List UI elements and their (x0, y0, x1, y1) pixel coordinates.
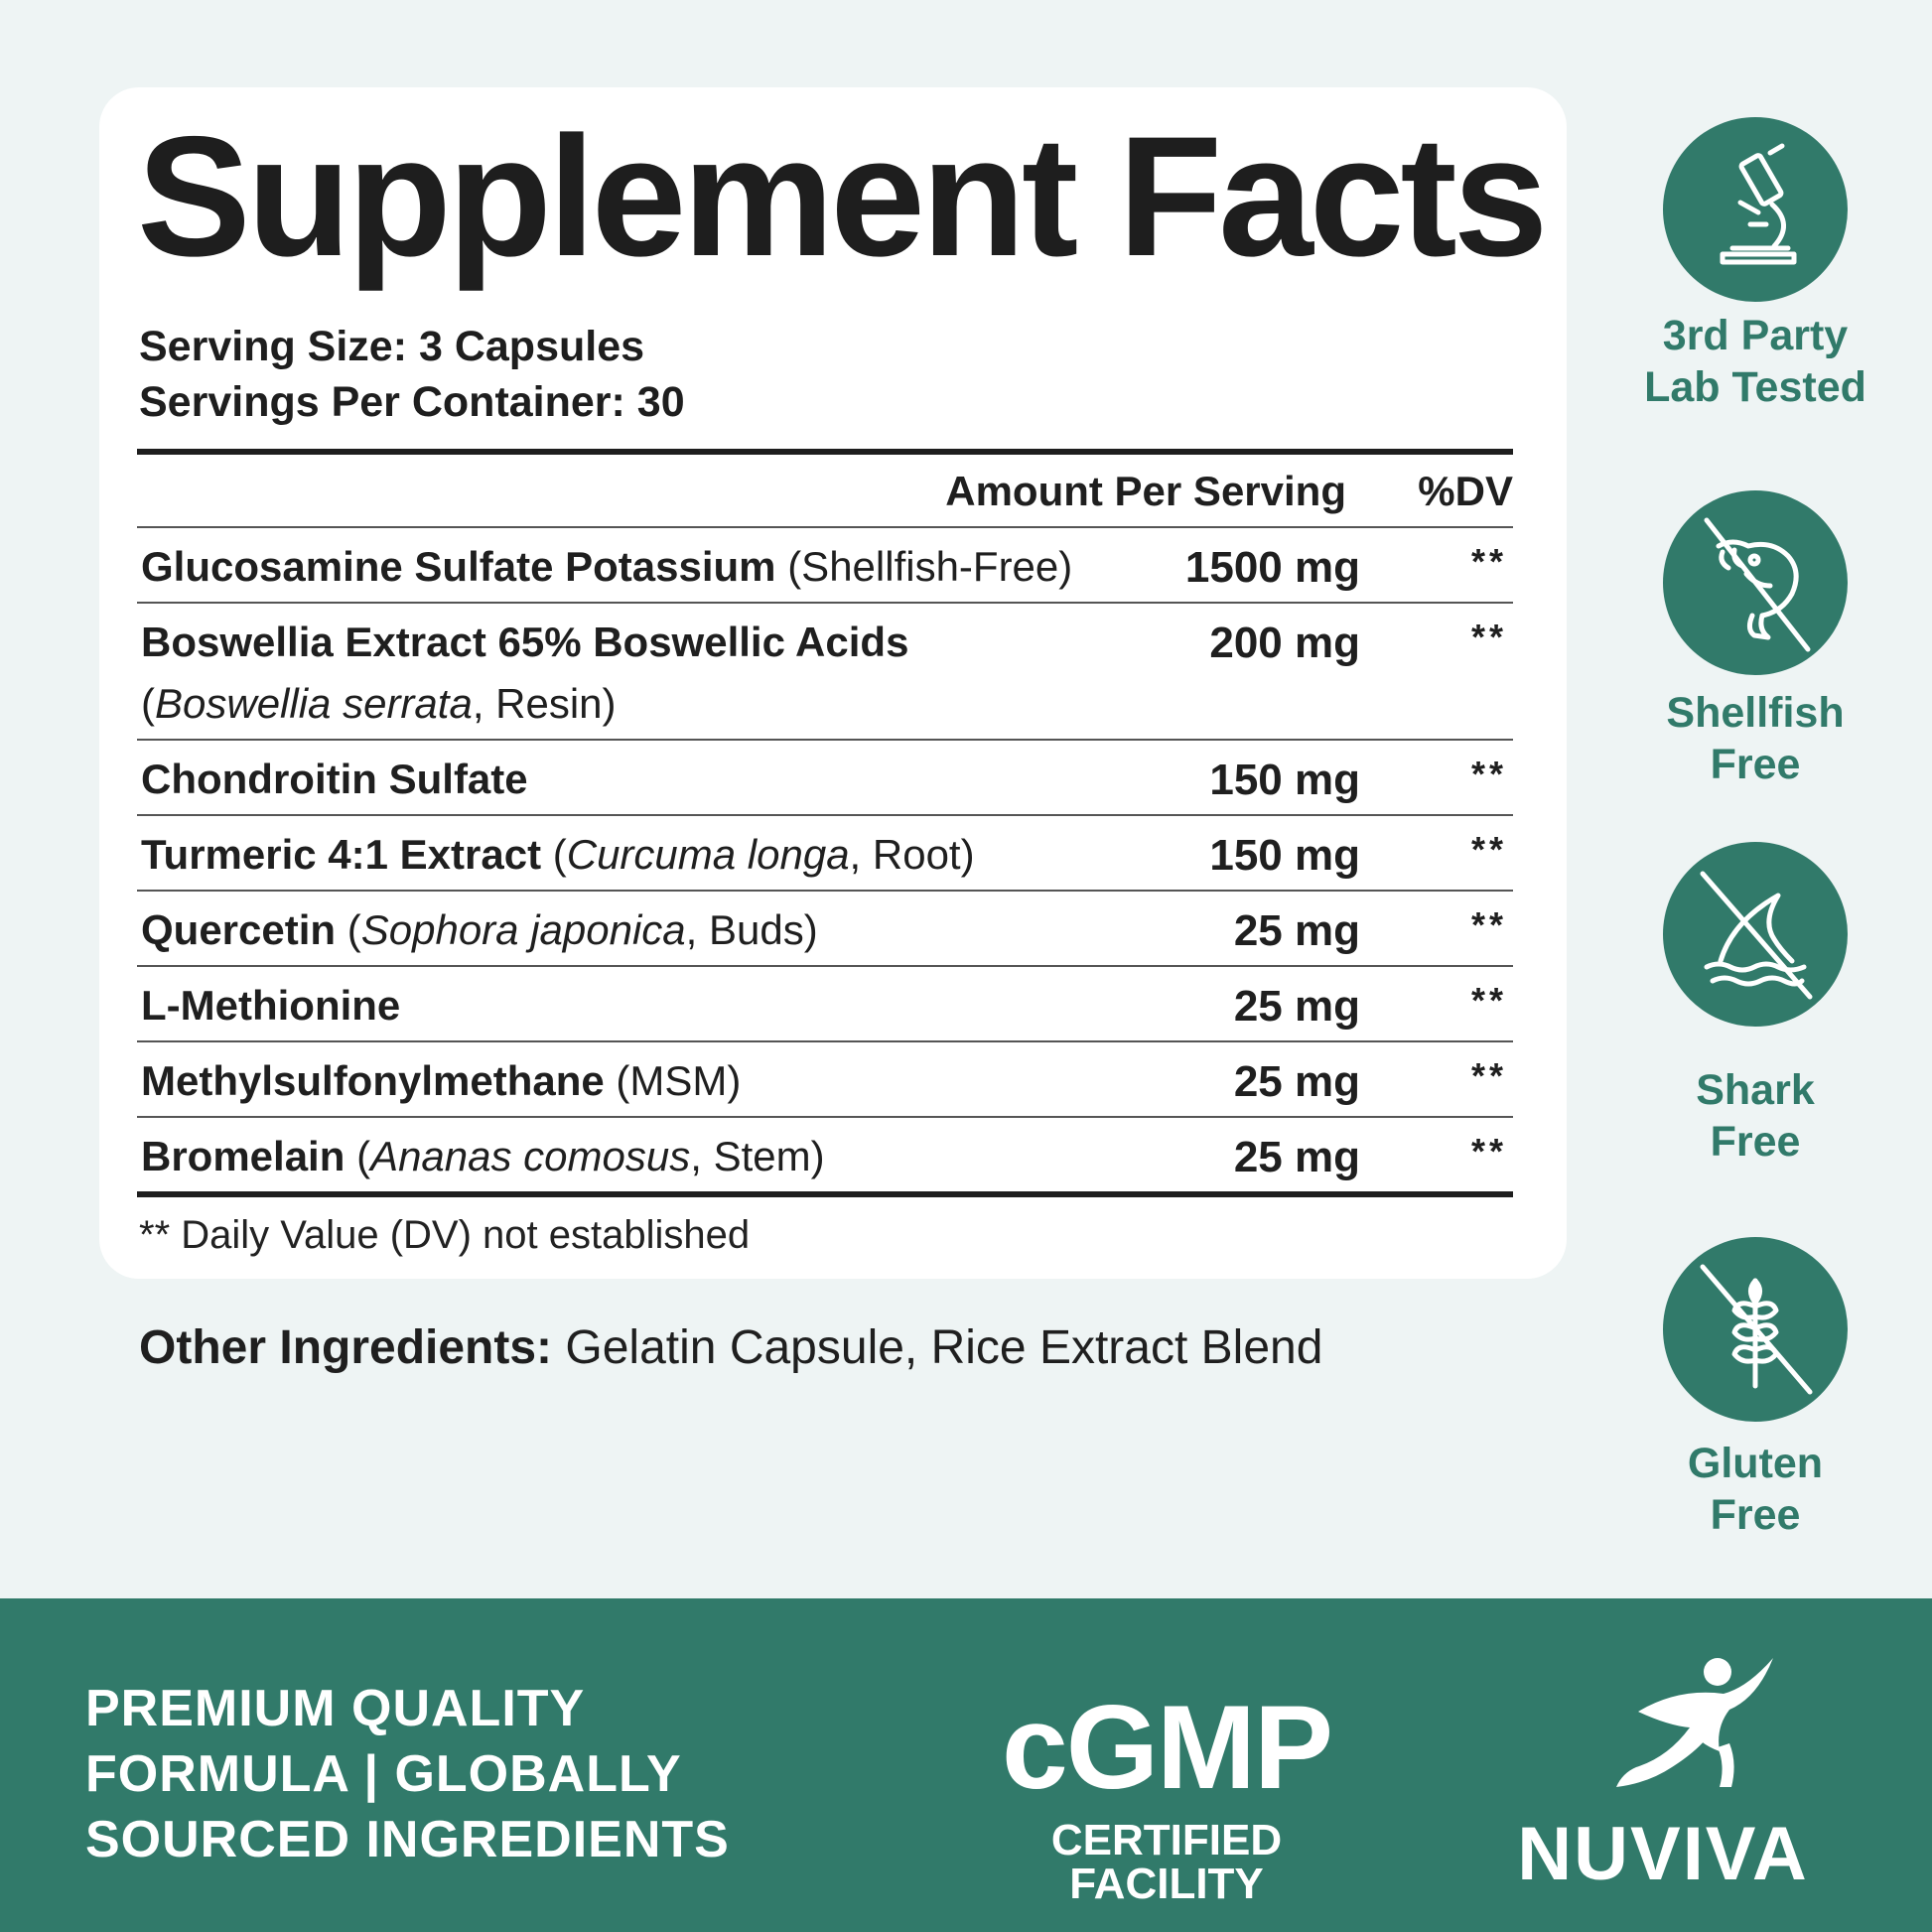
other-ingredients: Other Ingredients: Gelatin Capsule, Rice… (139, 1321, 1323, 1374)
badge-label-gluten-free: Gluten Free (1687, 1440, 1824, 1539)
badge-label-lab-tested: 3rd Party Lab Tested (1644, 312, 1866, 411)
ingredient-amount: 1500 mg (1184, 543, 1360, 592)
ingredient-name: Quercetin (Sophora japonica, Buds) (141, 906, 818, 953)
ingredient-dv: ** (1470, 617, 1507, 657)
table-header: Amount Per Serving %DV (137, 455, 1513, 528)
no-shellfish-icon (1663, 490, 1848, 675)
servings-per-container: Servings Per Container: 30 (139, 378, 685, 426)
table-row: Glucosamine Sulfate Potassium (Shellfish… (137, 528, 1513, 604)
no-gluten-icon (1663, 1237, 1848, 1422)
cgmp-subtitle: CERTIFIED FACILITY (1050, 1816, 1283, 1908)
ingredient-name: Methylsulfonylmethane (MSM) (141, 1057, 742, 1104)
ingredient-amount: 150 mg (1209, 831, 1360, 880)
ingredient-amount: 200 mg (1209, 619, 1360, 667)
ingredient-dv: ** (1470, 980, 1507, 1021)
ingredient-name: Boswellia Extract 65% Boswellic Acids (141, 619, 909, 665)
badge-label-shellfish-free: Shellfish Free (1666, 689, 1845, 788)
quality-tagline: PREMIUM QUALITY FORMULA | GLOBALLY SOURC… (85, 1680, 730, 1868)
table-row: L-Methionine 25 mg ** (137, 967, 1513, 1042)
facts-panel (99, 87, 1567, 1279)
table-row: Quercetin (Sophora japonica, Buds) 25 mg… (137, 892, 1513, 967)
header-dv: %DV (1418, 468, 1513, 514)
ingredient-name: L-Methionine (141, 982, 401, 1029)
footer-band: PREMIUM QUALITY FORMULA | GLOBALLY SOURC… (0, 1598, 1932, 1932)
ingredient-dv: ** (1470, 904, 1507, 945)
ingredient-amount: 25 mg (1233, 906, 1360, 955)
ingredient-name: Bromelain (Ananas comosus, Stem) (141, 1133, 825, 1179)
ingredient-name: Turmeric 4:1 Extract (Curcuma longa, Roo… (141, 831, 975, 878)
table-row: Boswellia Extract 65% Boswellic Acids (B… (137, 604, 1513, 741)
ingredient-amount: 150 mg (1209, 756, 1360, 804)
page-title: Supplement Facts (137, 101, 1548, 292)
table-row: Methylsulfonylmethane (MSM) 25 mg ** (137, 1042, 1513, 1118)
runner-logo-icon (1616, 1658, 1773, 1787)
ingredient-dv: ** (1470, 541, 1507, 582)
table-row: Chondroitin Sulfate 150 mg ** (137, 741, 1513, 816)
microscope-icon (1663, 117, 1848, 302)
no-shark-icon (1663, 842, 1848, 1027)
serving-size: Serving Size: 3 Capsules (139, 323, 645, 370)
ingredient-amount: 25 mg (1233, 982, 1360, 1031)
dv-footnote: ** Daily Value (DV) not established (139, 1213, 751, 1257)
cgmp-label: cGMP (1001, 1681, 1333, 1814)
ingredient-dv: ** (1470, 1131, 1507, 1172)
badge-label-shark-free: Shark Free (1696, 1066, 1815, 1166)
ingredient-name: Chondroitin Sulfate (141, 756, 528, 802)
ingredient-name: Glucosamine Sulfate Potassium (Shellfish… (141, 543, 1073, 590)
table-row: Bromelain (Ananas comosus, Stem) 25 mg *… (137, 1118, 1513, 1191)
ingredient-dv: ** (1470, 754, 1507, 794)
ingredient-source: (Boswellia serrata, Resin) (141, 680, 617, 727)
header-amount: Amount Per Serving (945, 468, 1346, 514)
facts-table: Amount Per Serving %DV Glucosamine Sulfa… (137, 449, 1513, 1197)
brand-name: NUVIVA (1517, 1812, 1809, 1896)
ingredient-amount: 25 mg (1233, 1133, 1360, 1181)
ingredient-amount: 25 mg (1233, 1057, 1360, 1106)
ingredient-dv: ** (1470, 829, 1507, 870)
table-row: Turmeric 4:1 Extract (Curcuma longa, Roo… (137, 816, 1513, 892)
ingredient-dv: ** (1470, 1055, 1507, 1096)
